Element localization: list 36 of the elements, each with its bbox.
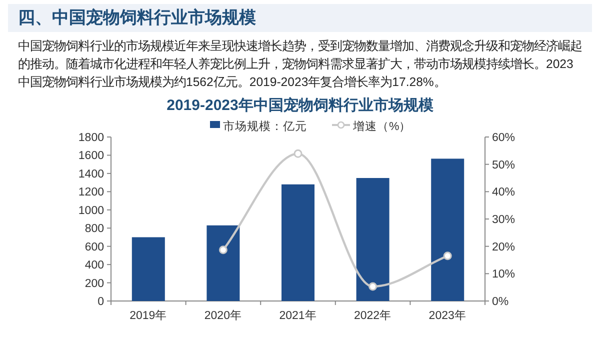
y-tick-label: 0 bbox=[98, 296, 104, 308]
y2-tick-label: 50% bbox=[492, 159, 516, 172]
x-tick-label: 2022年 bbox=[354, 309, 392, 322]
x-tick-label: 2020年 bbox=[204, 309, 242, 322]
y-tick-label: 1000 bbox=[78, 204, 104, 217]
bar bbox=[356, 178, 390, 301]
point bbox=[294, 149, 302, 158]
point bbox=[443, 252, 452, 260]
point bbox=[368, 282, 378, 291]
y2-tick-label: 0% bbox=[492, 296, 509, 308]
y2-tick-label: 10% bbox=[492, 268, 516, 281]
x-tick-label: 2023年 bbox=[428, 309, 466, 322]
y2-tick-label: 30% bbox=[492, 214, 516, 226]
y2-tick-label: 20% bbox=[492, 241, 516, 254]
y-tick-label: 1200 bbox=[78, 186, 104, 199]
y-tick-label: 200 bbox=[84, 278, 104, 290]
chart-title: 2019-2023年中国宠物饲料行业市场规模 bbox=[166, 96, 434, 114]
bar bbox=[206, 225, 240, 301]
x-tick-label: 2019年 bbox=[130, 309, 168, 322]
bar bbox=[431, 158, 464, 301]
legend-label: 增速（%） bbox=[352, 120, 412, 133]
text: 中国宠物饲料行业的市场规模近年来呈现快速增长趋势，受到宠物数量增加、消费观念升级和宠物经济崛起的推动。随着城市化进程和年轻人养宠比例上升，宠物饲料需求显著扩大，带动市场规模持续增长。2023中国宠物饲料行业市场规模为约1562亿元。2019-2023年复合增长率为17.28%。 bbox=[18, 38, 583, 91]
y-tick-label: 600 bbox=[84, 241, 104, 254]
y-tick-label: 1800 bbox=[78, 132, 104, 144]
x-tick-label: 2021年 bbox=[279, 309, 317, 322]
y-tick-label: 1400 bbox=[78, 168, 104, 180]
y2-tick-label: 40% bbox=[492, 186, 516, 199]
point bbox=[218, 246, 228, 254]
y2-tick-label: 60% bbox=[492, 132, 516, 144]
bar bbox=[282, 184, 314, 301]
legend-label: 市场规模：亿元 bbox=[223, 119, 307, 133]
y-tick-label: 800 bbox=[84, 223, 104, 236]
y-tick-label: 400 bbox=[84, 260, 104, 272]
bar bbox=[132, 237, 165, 301]
text: 四、中国宠物饲料行业市场规模 bbox=[8, 4, 592, 32]
y-tick-label: 1600 bbox=[78, 150, 104, 162]
